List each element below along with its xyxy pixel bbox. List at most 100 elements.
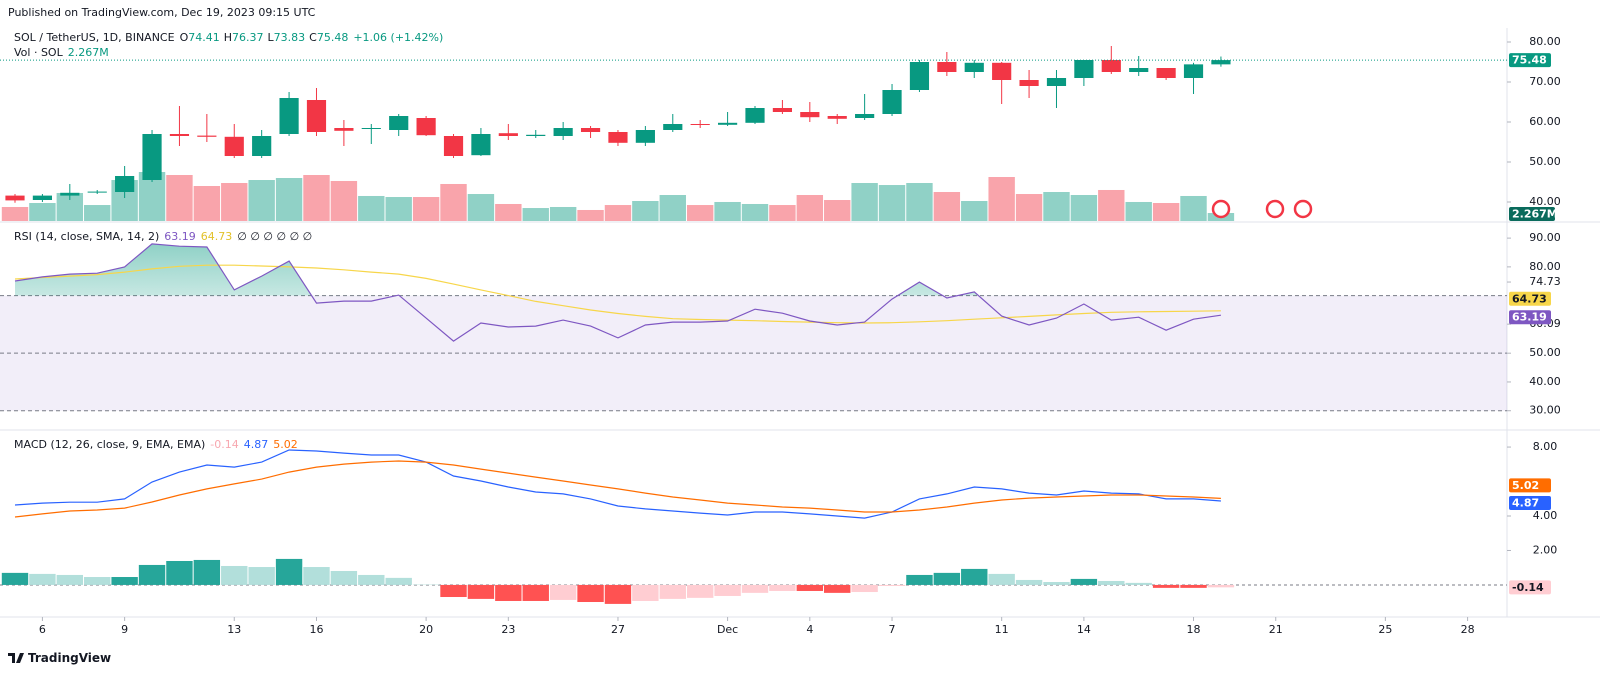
candle-body <box>1183 64 1204 78</box>
histogram-bar <box>1152 584 1180 588</box>
candle-body <box>334 128 354 131</box>
ohlc-item: L73.83 <box>268 31 306 44</box>
volume-legend: Vol · SOL 2.267M <box>14 46 109 59</box>
candle-body <box>553 128 573 136</box>
histogram-bar <box>1207 584 1235 588</box>
ohlc-key: L <box>267 31 274 44</box>
x-tick-label: 4 <box>806 623 813 636</box>
histogram-bar <box>1098 580 1125 585</box>
brand: TradingView <box>28 651 112 665</box>
volume-bar <box>330 180 358 221</box>
y-tick-label: 60.00 <box>1529 115 1561 128</box>
logo <box>8 653 24 663</box>
histogram-bar <box>1015 579 1043 585</box>
candle-body <box>87 191 107 193</box>
candle-body <box>279 98 299 134</box>
histogram-bar <box>29 573 56 585</box>
candle-body <box>745 108 765 123</box>
y-tick-label: 40.00 <box>1529 195 1561 208</box>
x-tick-label: 13 <box>227 623 241 636</box>
volume-bar <box>1 206 29 221</box>
histogram-bar <box>686 584 714 598</box>
hist-badge: -0.14 <box>1512 581 1544 594</box>
volume-bar <box>221 183 248 221</box>
candle-body <box>306 100 327 132</box>
candle-body <box>498 133 518 136</box>
histogram-bar <box>111 577 138 585</box>
macd-badge: 4.87 <box>1512 497 1539 510</box>
y-tick-label: 8.00 <box>1533 440 1558 453</box>
line-rsi <box>14 243 1221 342</box>
candle-body <box>580 128 601 132</box>
volume-bar <box>796 195 824 221</box>
candle-body <box>690 124 710 125</box>
ohlc-value: 73.83 <box>273 31 306 44</box>
candle-body <box>1156 68 1176 78</box>
volume-title: Vol · SOL <box>14 46 63 59</box>
candle-body <box>855 114 875 118</box>
event-icons[interactable] <box>1211 199 1313 219</box>
event-icon[interactable] <box>1265 199 1285 219</box>
ohlc-item: C75.48 <box>309 31 348 44</box>
macd-legend: MACD (12, 26, close, 9, EMA, EMA) -0.14 … <box>14 438 298 451</box>
histogram-bar <box>549 584 577 600</box>
histogram-bar <box>166 560 193 585</box>
volume-bar <box>632 200 659 221</box>
histogram-bar <box>193 559 221 585</box>
y-tick-label: 70.00 <box>1529 75 1561 88</box>
candle-body <box>1211 60 1231 65</box>
y-tick-label: 90.00 <box>1529 231 1561 244</box>
candle-body <box>471 134 491 156</box>
y-tick-label: 74.73 <box>1529 275 1561 288</box>
candle-body <box>635 130 655 143</box>
volume-bar <box>988 177 1015 221</box>
histogram-bar <box>522 584 549 601</box>
histogram-bar <box>577 584 604 603</box>
candle-body <box>224 136 244 156</box>
last-price-badge-bg <box>1509 53 1551 68</box>
volume-bar <box>741 203 769 221</box>
histogram-bar <box>56 574 84 585</box>
x-tick-label: 14 <box>1077 623 1091 636</box>
macd-badge-bg <box>1509 496 1551 511</box>
rsi-title: RSI (14, close, SMA, 14, 2) <box>14 230 160 243</box>
placeholders: ∅ ∅ ∅ ∅ ∅ ∅ <box>237 230 313 243</box>
candle-body <box>416 118 436 136</box>
volume-bar <box>906 183 933 221</box>
histogram-bar <box>385 577 412 585</box>
volume-bar <box>1015 194 1043 221</box>
volume-value: 2.267M <box>67 46 109 59</box>
candle-body <box>718 122 738 125</box>
candle-body <box>1101 60 1121 72</box>
x-tick-label: 28 <box>1461 623 1475 636</box>
candle-body <box>5 195 25 201</box>
last-price-badge: 75.48 <box>1512 54 1547 67</box>
event-icon[interactable] <box>1211 199 1231 219</box>
candle-body <box>937 62 957 72</box>
candle-body <box>1129 68 1149 72</box>
histogram-bar <box>138 564 166 585</box>
volume-bar <box>412 197 440 221</box>
x-tick-label: 27 <box>611 623 625 636</box>
volume-badge-bg <box>1509 207 1555 221</box>
histogram-bar <box>769 584 796 591</box>
hist-badge-bg <box>1509 580 1551 595</box>
candle-body <box>142 134 162 180</box>
signal-value: 5.02 <box>273 438 298 451</box>
x-tick-label: 16 <box>309 623 323 636</box>
line-macd <box>14 449 1221 519</box>
y-tick-label: 50.00 <box>1529 346 1561 359</box>
volume-bar <box>467 194 495 221</box>
candle-body <box>197 135 217 137</box>
histogram-bar <box>906 574 933 585</box>
signal-badge-bg <box>1509 478 1551 493</box>
candle-body <box>800 112 820 118</box>
histogram-bar <box>1070 578 1098 585</box>
volume-bar <box>84 205 111 221</box>
x-tick-label: 21 <box>1269 623 1283 636</box>
footer: TradingView <box>8 651 111 665</box>
candle-body <box>115 176 135 192</box>
event-icon[interactable] <box>1293 199 1313 219</box>
x-tick-label: Dec <box>717 623 738 636</box>
